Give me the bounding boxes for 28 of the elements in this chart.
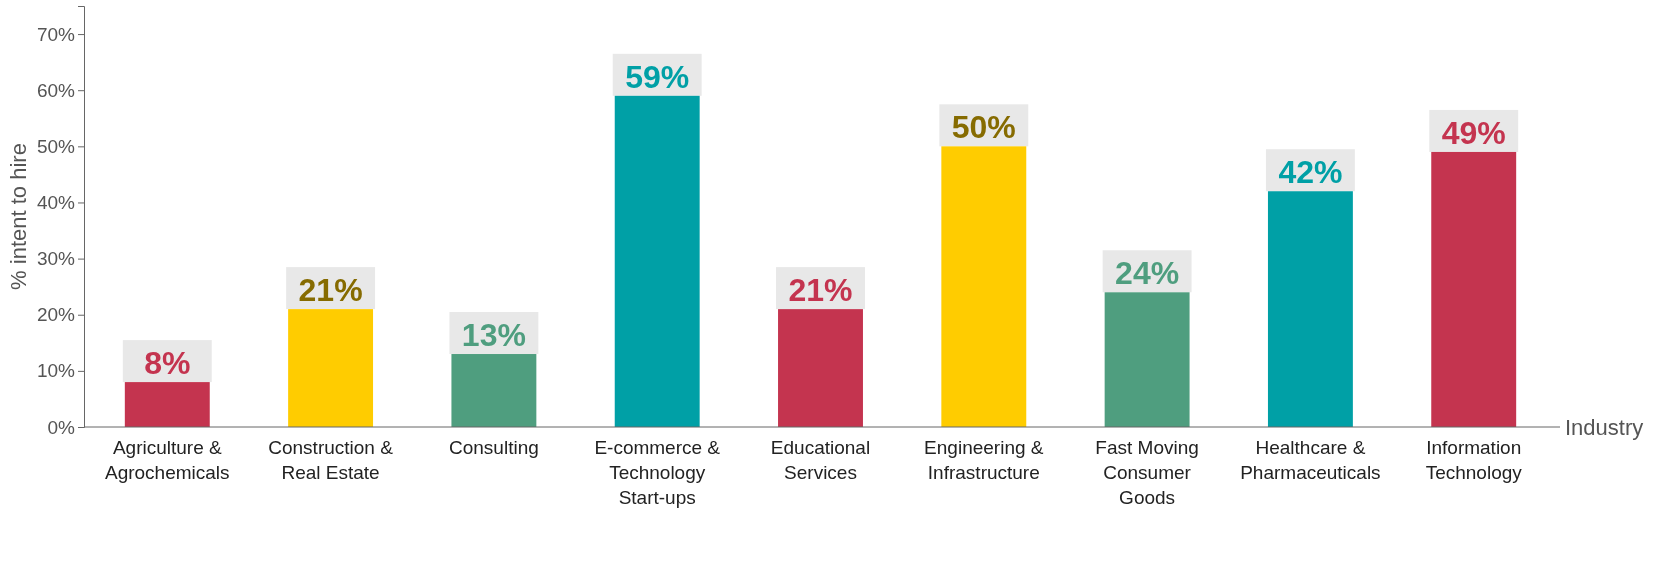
x-tick-label: Educational Services — [770, 437, 871, 483]
data-label: 21% — [788, 272, 853, 309]
y-tick-label: 0% — [47, 416, 76, 438]
data-label: 21% — [298, 272, 363, 309]
y-tick-label: 30% — [36, 248, 76, 270]
x-tick-label: Healthcare & Pharmaceuticals — [1240, 437, 1381, 483]
y-tick-label: 20% — [36, 304, 76, 326]
y-tick-label: 10% — [36, 360, 76, 382]
x-tick-label: Construction & Real Estate — [268, 437, 394, 483]
y-tick-label: 70% — [36, 23, 76, 45]
y-axis-title: % intent to hire — [6, 143, 31, 290]
data-label: 50% — [951, 109, 1016, 146]
x-tick-label: Information Technology — [1425, 437, 1523, 483]
y-tick-label: 40% — [36, 192, 76, 214]
x-axis-title: Industry — [1565, 415, 1644, 440]
data-label: 24% — [1115, 255, 1180, 292]
y-tick-label: 60% — [36, 79, 76, 101]
x-tick-label: E-commerce & Technology Start-ups — [594, 437, 721, 508]
data-label: 59% — [625, 58, 690, 95]
x-tick-label: Agriculture & Agrochemicals — [104, 437, 230, 483]
x-tick-label: Fast Moving Consumer Goods — [1095, 437, 1199, 508]
data-label: 42% — [1278, 154, 1343, 191]
data-label: 13% — [461, 317, 526, 354]
data-label: 49% — [1441, 114, 1506, 151]
y-tick-label: 50% — [36, 135, 76, 157]
x-tick-label: Engineering & Infrastructure — [924, 437, 1044, 483]
x-tick-label: Consulting — [449, 437, 539, 458]
data-label: 8% — [144, 345, 191, 382]
